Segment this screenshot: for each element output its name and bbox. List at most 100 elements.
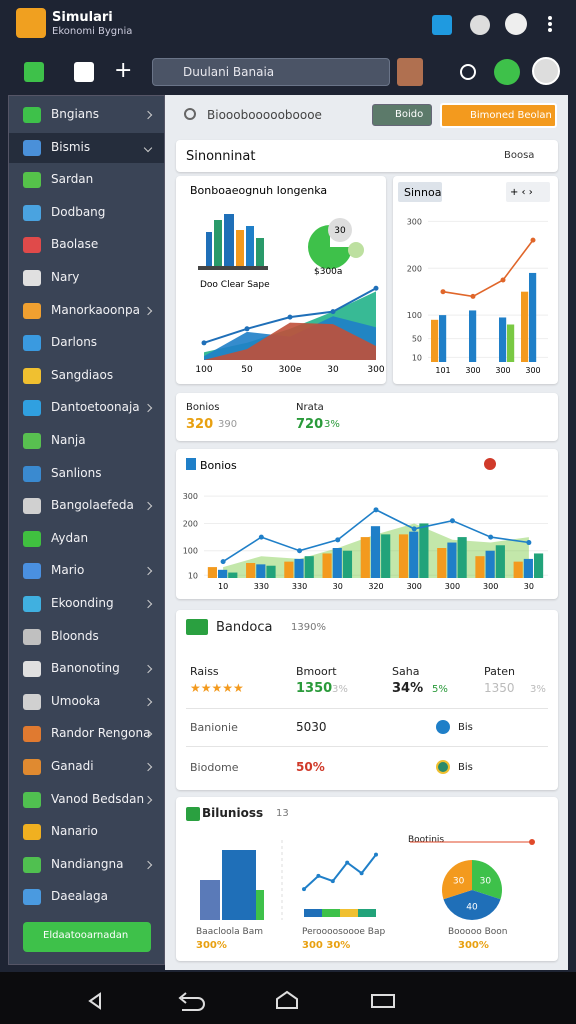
cell-value: 1350 bbox=[484, 681, 515, 695]
nav-item[interactable]: Aydan bbox=[51, 530, 89, 545]
cell-delta: 3% bbox=[530, 684, 546, 695]
icon[interactable] bbox=[24, 62, 44, 82]
add-icon[interactable]: + bbox=[114, 58, 133, 83]
nav-item[interactable]: Nanja bbox=[51, 433, 86, 447]
x-tick-label: 50 bbox=[241, 365, 253, 375]
bar bbox=[431, 319, 439, 362]
x-tick-label: 10 bbox=[218, 582, 228, 591]
bar bbox=[447, 542, 457, 578]
table-card: Bandoca 1390% Raiss Bmoort Saha Paten ★★… bbox=[176, 610, 558, 790]
summary-link[interactable]: Boosa bbox=[504, 150, 535, 161]
summary-card[interactable]: Sinonninat Boosa bbox=[176, 140, 558, 172]
point bbox=[244, 326, 250, 332]
slice-label: 30 bbox=[453, 876, 465, 886]
sidebar-button[interactable]: Eldaatooarnadan bbox=[23, 922, 151, 952]
nav-item[interactable]: Banonoting bbox=[51, 661, 120, 676]
chart-title: Bonboaeognuh Iongenka bbox=[190, 184, 327, 197]
row-label: Banionie bbox=[190, 721, 238, 734]
nav-item[interactable]: Umooka bbox=[51, 693, 101, 708]
decor bbox=[340, 909, 358, 917]
avatar[interactable] bbox=[532, 57, 560, 85]
pie-slice bbox=[442, 860, 472, 900]
nav-item[interactable]: Mario bbox=[51, 563, 85, 578]
menu[interactable] bbox=[548, 16, 552, 32]
app-logo bbox=[16, 8, 46, 38]
decor bbox=[304, 909, 322, 917]
point bbox=[335, 537, 341, 543]
card-badge: 13 bbox=[276, 808, 289, 819]
bar bbox=[342, 550, 353, 578]
point bbox=[220, 559, 226, 565]
nav-item[interactable]: Baolase bbox=[51, 237, 99, 252]
bar bbox=[218, 569, 228, 578]
illustration-caption: Doo Clear Sape bbox=[200, 280, 270, 290]
x-tick-label: 300 bbox=[525, 366, 540, 375]
point bbox=[345, 860, 350, 865]
nav-item[interactable]: Vanod Bedsdan bbox=[51, 791, 145, 806]
settings-icon[interactable] bbox=[460, 64, 476, 80]
x-tick-label: 300e bbox=[279, 365, 302, 375]
stat-label: Nrata bbox=[296, 402, 324, 413]
bar bbox=[294, 558, 304, 578]
donut-caption: $300a bbox=[314, 267, 342, 277]
bar bbox=[409, 531, 419, 578]
item-icon bbox=[23, 270, 41, 286]
nav-item[interactable]: Ekoonding bbox=[51, 596, 114, 610]
y-tick-label: 200 bbox=[407, 264, 422, 273]
icon[interactable] bbox=[432, 15, 452, 35]
nav-item[interactable]: Nandiangna bbox=[51, 856, 124, 871]
avatar[interactable] bbox=[505, 13, 527, 35]
item-icon bbox=[23, 628, 41, 645]
nav-item[interactable]: Bangolaefeda bbox=[51, 498, 134, 513]
bar bbox=[495, 545, 505, 578]
nav-item[interactable]: Daealaga bbox=[51, 889, 108, 904]
item-icon bbox=[23, 824, 41, 841]
icon[interactable] bbox=[470, 15, 490, 35]
nav-item[interactable]: Ganadi bbox=[51, 759, 94, 773]
nav-item[interactable]: Bngians bbox=[51, 107, 99, 121]
search-box[interactable]: Duulani Banaia bbox=[152, 58, 390, 86]
nav-item[interactable]: Nary bbox=[51, 270, 80, 284]
nav-item[interactable]: Bloonds bbox=[51, 628, 99, 643]
area bbox=[204, 322, 376, 360]
nav-item[interactable]: Sanlions bbox=[51, 465, 102, 480]
nav-item[interactable]: Manorkaoonpa bbox=[51, 302, 140, 317]
donut-label: 30 bbox=[334, 226, 346, 236]
cell-value: 34% bbox=[392, 681, 424, 696]
icon[interactable] bbox=[74, 62, 94, 82]
nav-item[interactable]: Sardan bbox=[51, 172, 94, 187]
row-label: Biodome bbox=[190, 761, 239, 774]
item-icon bbox=[23, 302, 41, 319]
chart-title: Sinnoa bbox=[404, 186, 441, 199]
nav-item[interactable]: Nanario bbox=[51, 824, 98, 839]
nav-item[interactable]: Dodbang bbox=[51, 204, 106, 219]
stat-label: Bonios bbox=[186, 402, 220, 413]
nav-item[interactable]: Sangdiaos bbox=[51, 367, 114, 382]
nav-item[interactable]: Darlons bbox=[51, 335, 98, 350]
button[interactable]: Boido bbox=[372, 104, 432, 126]
button[interactable]: Bimoned Beolan bbox=[440, 103, 557, 128]
item-icon bbox=[23, 498, 41, 515]
line bbox=[303, 853, 377, 890]
avatar[interactable] bbox=[397, 58, 423, 86]
stat-delta: 3% bbox=[324, 419, 340, 430]
nav-item[interactable]: Bismis bbox=[51, 139, 91, 154]
nav-item[interactable]: Randor Rengona bbox=[51, 726, 151, 741]
icon[interactable] bbox=[494, 59, 520, 85]
point bbox=[302, 887, 306, 892]
point bbox=[449, 518, 455, 524]
x-tick-label: 101 bbox=[435, 366, 450, 375]
toolbar-search[interactable]: Bioooboooooboooe bbox=[207, 108, 322, 122]
bar bbox=[284, 561, 294, 578]
y-tick-label: 100 bbox=[183, 547, 198, 556]
row-value: 5030 bbox=[296, 720, 327, 734]
bar bbox=[304, 556, 314, 578]
svg-text:+ ‹ ›: + ‹ › bbox=[510, 187, 533, 198]
point bbox=[201, 340, 207, 346]
item-icon bbox=[23, 400, 41, 417]
nav-item[interactable]: Dantoetoonaja bbox=[51, 400, 140, 415]
bar bbox=[381, 534, 391, 578]
app-subtitle: Ekonomi Bygnia bbox=[52, 26, 133, 37]
chart-title: Bonios bbox=[200, 459, 237, 472]
x-tick-label: 30 bbox=[524, 582, 534, 591]
